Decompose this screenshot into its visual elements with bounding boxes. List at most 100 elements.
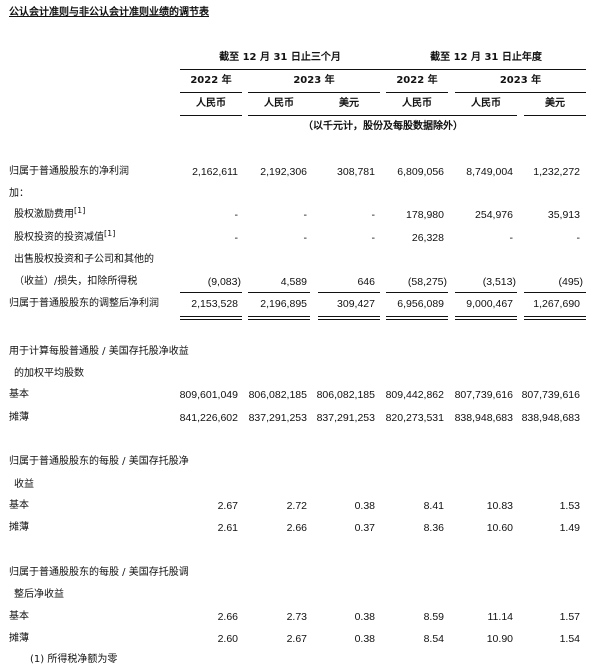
cell-value: 8.36 xyxy=(423,522,444,534)
row-label-text: 归属于普通股股东的每股 / 美国存托股调 xyxy=(9,567,189,578)
footnote-ref: [1] xyxy=(74,206,86,215)
row-label-text: 归属于普通股股东的调整后净利润 xyxy=(9,298,159,309)
row-label: 摊薄 xyxy=(9,412,29,424)
cell-value: 35,913 xyxy=(547,209,580,221)
cell-value: (3,513) xyxy=(482,276,516,288)
cell-value: 0.38 xyxy=(354,633,375,645)
header-currency: 美元 xyxy=(545,98,565,109)
cell-value: 838,948,683 xyxy=(454,412,513,424)
cell-value: 841,226,602 xyxy=(179,412,238,424)
cell-value: 2,162,611 xyxy=(192,166,238,178)
row-label-text: 整后净收益 xyxy=(14,589,64,600)
divider xyxy=(455,292,517,293)
row-label: 归属于普通股股东的每股 / 美国存托股调 xyxy=(9,567,189,579)
row-label: 基本 xyxy=(9,389,29,401)
cell-value: - xyxy=(303,209,308,221)
row-label: （收益）/损失，扣除所得税 xyxy=(14,276,137,288)
row-label-text: 用于计算每股普通股 / 美国存托股净收益 xyxy=(9,346,189,357)
header-currency: 人民币 xyxy=(402,98,432,109)
cell-value: 2.66 xyxy=(286,522,307,534)
cell-value: 254,976 xyxy=(475,209,513,221)
cell-value: 1,267,690 xyxy=(533,298,580,310)
cell-value: - xyxy=(509,232,514,244)
row-label-text: 归属于普通股股东的每股 / 美国存托股净 xyxy=(9,456,189,467)
row-label-text: 加： xyxy=(9,188,29,199)
cell-value: 178,980 xyxy=(406,209,444,221)
cell-value: 26,328 xyxy=(411,232,444,244)
cell-value: 10.90 xyxy=(486,633,513,645)
cell-value: 1,232,272 xyxy=(533,166,580,178)
cell-value: 308,781 xyxy=(337,166,375,178)
cell-value: 8.54 xyxy=(423,633,444,645)
row-label-text: 股权激励费用 xyxy=(14,209,74,220)
row-label: 归属于普通股股东的净利润 xyxy=(9,166,129,178)
divider xyxy=(180,92,242,93)
row-label-text: 的加权平均股数 xyxy=(14,368,84,379)
footnote: (1) 所得税净额为零 xyxy=(30,654,118,665)
cell-value: 2,153,528 xyxy=(191,298,238,310)
cell-value: 1.53 xyxy=(559,500,580,512)
cell-value: 4,589 xyxy=(280,276,307,288)
cell-value: - xyxy=(576,232,581,244)
cell-value: 2.72 xyxy=(286,500,307,512)
header-three-months: 截至 12 月 31 日止三个月 xyxy=(219,52,341,63)
cell-value: 2.60 xyxy=(217,633,238,645)
row-label: 摊薄 xyxy=(9,633,29,645)
cell-value: 0.38 xyxy=(354,500,375,512)
cell-value: 837,291,253 xyxy=(316,412,375,424)
divider xyxy=(318,316,380,320)
row-label: 的加权平均股数 xyxy=(14,368,84,380)
divider xyxy=(455,92,586,93)
cell-value: 2.61 xyxy=(217,522,238,534)
cell-value: 1.57 xyxy=(559,611,580,623)
cell-value: 2,192,306 xyxy=(260,166,307,178)
row-label-text: （收益）/损失，扣除所得税 xyxy=(14,276,138,287)
cell-value: 1.49 xyxy=(559,522,580,534)
row-label-text: 基本 xyxy=(9,389,29,400)
footnote-ref: [1] xyxy=(104,229,116,238)
header-currency: 美元 xyxy=(339,98,359,109)
divider xyxy=(524,115,586,116)
divider xyxy=(455,316,517,320)
row-label: 整后净收益 xyxy=(14,589,64,601)
cell-value: 2.66 xyxy=(217,611,238,623)
cell-value: 806,082,185 xyxy=(248,389,307,401)
divider xyxy=(248,316,310,320)
row-label-text: 摊薄 xyxy=(9,412,29,423)
row-label-text: 基本 xyxy=(9,500,29,511)
cell-value: - xyxy=(234,232,239,244)
divider xyxy=(248,115,517,116)
cell-value: - xyxy=(303,232,308,244)
cell-value: 1.54 xyxy=(559,633,580,645)
divider xyxy=(386,92,448,93)
row-label-text: 摊薄 xyxy=(9,522,29,533)
row-label: 基本 xyxy=(9,611,29,623)
cell-value: 0.38 xyxy=(354,611,375,623)
cell-value: 2,196,895 xyxy=(260,298,307,310)
row-label: 收益 xyxy=(14,479,34,491)
row-label: 归属于普通股股东的每股 / 美国存托股净 xyxy=(9,456,189,468)
cell-value: (495) xyxy=(558,276,583,288)
cell-value: 806,082,185 xyxy=(316,389,375,401)
row-label-text: 股权投资的投资减值 xyxy=(14,232,104,243)
cell-value: 11.14 xyxy=(487,611,514,623)
row-label-text: 摊薄 xyxy=(9,633,29,644)
cell-value: 8,749,004 xyxy=(466,166,513,178)
divider xyxy=(248,92,380,93)
cell-value: (58,275) xyxy=(407,276,447,288)
cell-value: 309,427 xyxy=(337,298,375,310)
divider xyxy=(524,292,586,293)
cell-value: 646 xyxy=(357,276,375,288)
divider xyxy=(318,292,380,293)
row-label: 加： xyxy=(9,188,29,200)
header-year: 截至 12 月 31 日止年度 xyxy=(430,52,542,63)
row-label: 摊薄 xyxy=(9,522,29,534)
divider xyxy=(386,316,448,320)
cell-value: - xyxy=(371,232,376,244)
header-year-2023-q: 2023 年 xyxy=(293,75,335,86)
cell-value: 2.73 xyxy=(286,611,307,623)
cell-value: 0.37 xyxy=(354,522,375,534)
header-currency: 人民币 xyxy=(471,98,501,109)
cell-value: 9,000,467 xyxy=(466,298,513,310)
